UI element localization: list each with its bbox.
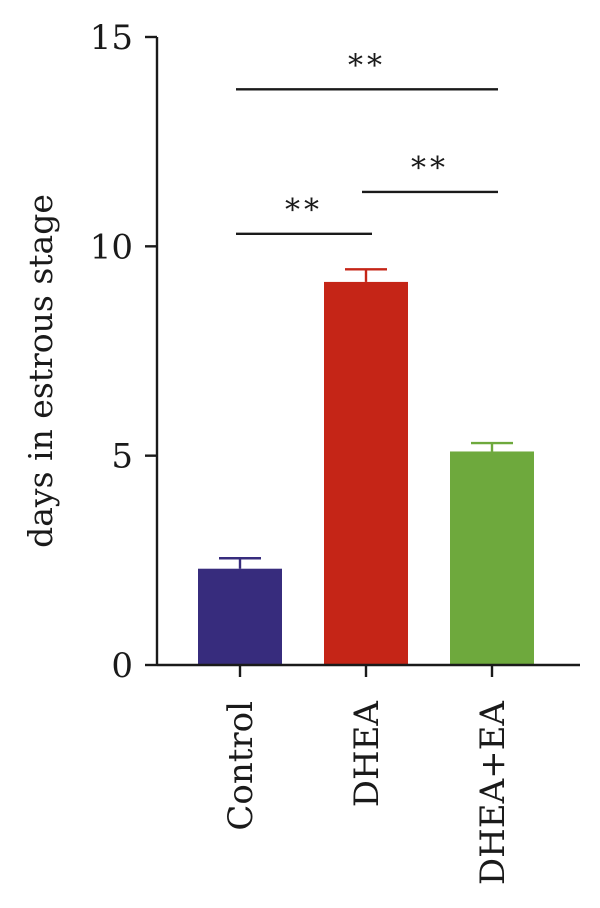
significance-label: ** (285, 193, 323, 228)
significance-label: ** (348, 48, 386, 83)
significance-label: ** (411, 151, 449, 186)
y-tick-label: 0 (111, 646, 133, 686)
x-tick-label: DHEA+EA (473, 701, 513, 886)
y-tick-label: 10 (90, 227, 133, 267)
y-axis-label: days in estrous stage (21, 194, 60, 548)
x-tick-label: DHEA (347, 701, 387, 808)
bar-control (198, 568, 282, 665)
bar-dhea-ea (450, 451, 534, 665)
bar-dhea (324, 281, 408, 665)
x-tick-label: Control (221, 701, 261, 831)
y-tick-label: 15 (90, 18, 133, 58)
y-tick-label: 5 (111, 437, 133, 477)
